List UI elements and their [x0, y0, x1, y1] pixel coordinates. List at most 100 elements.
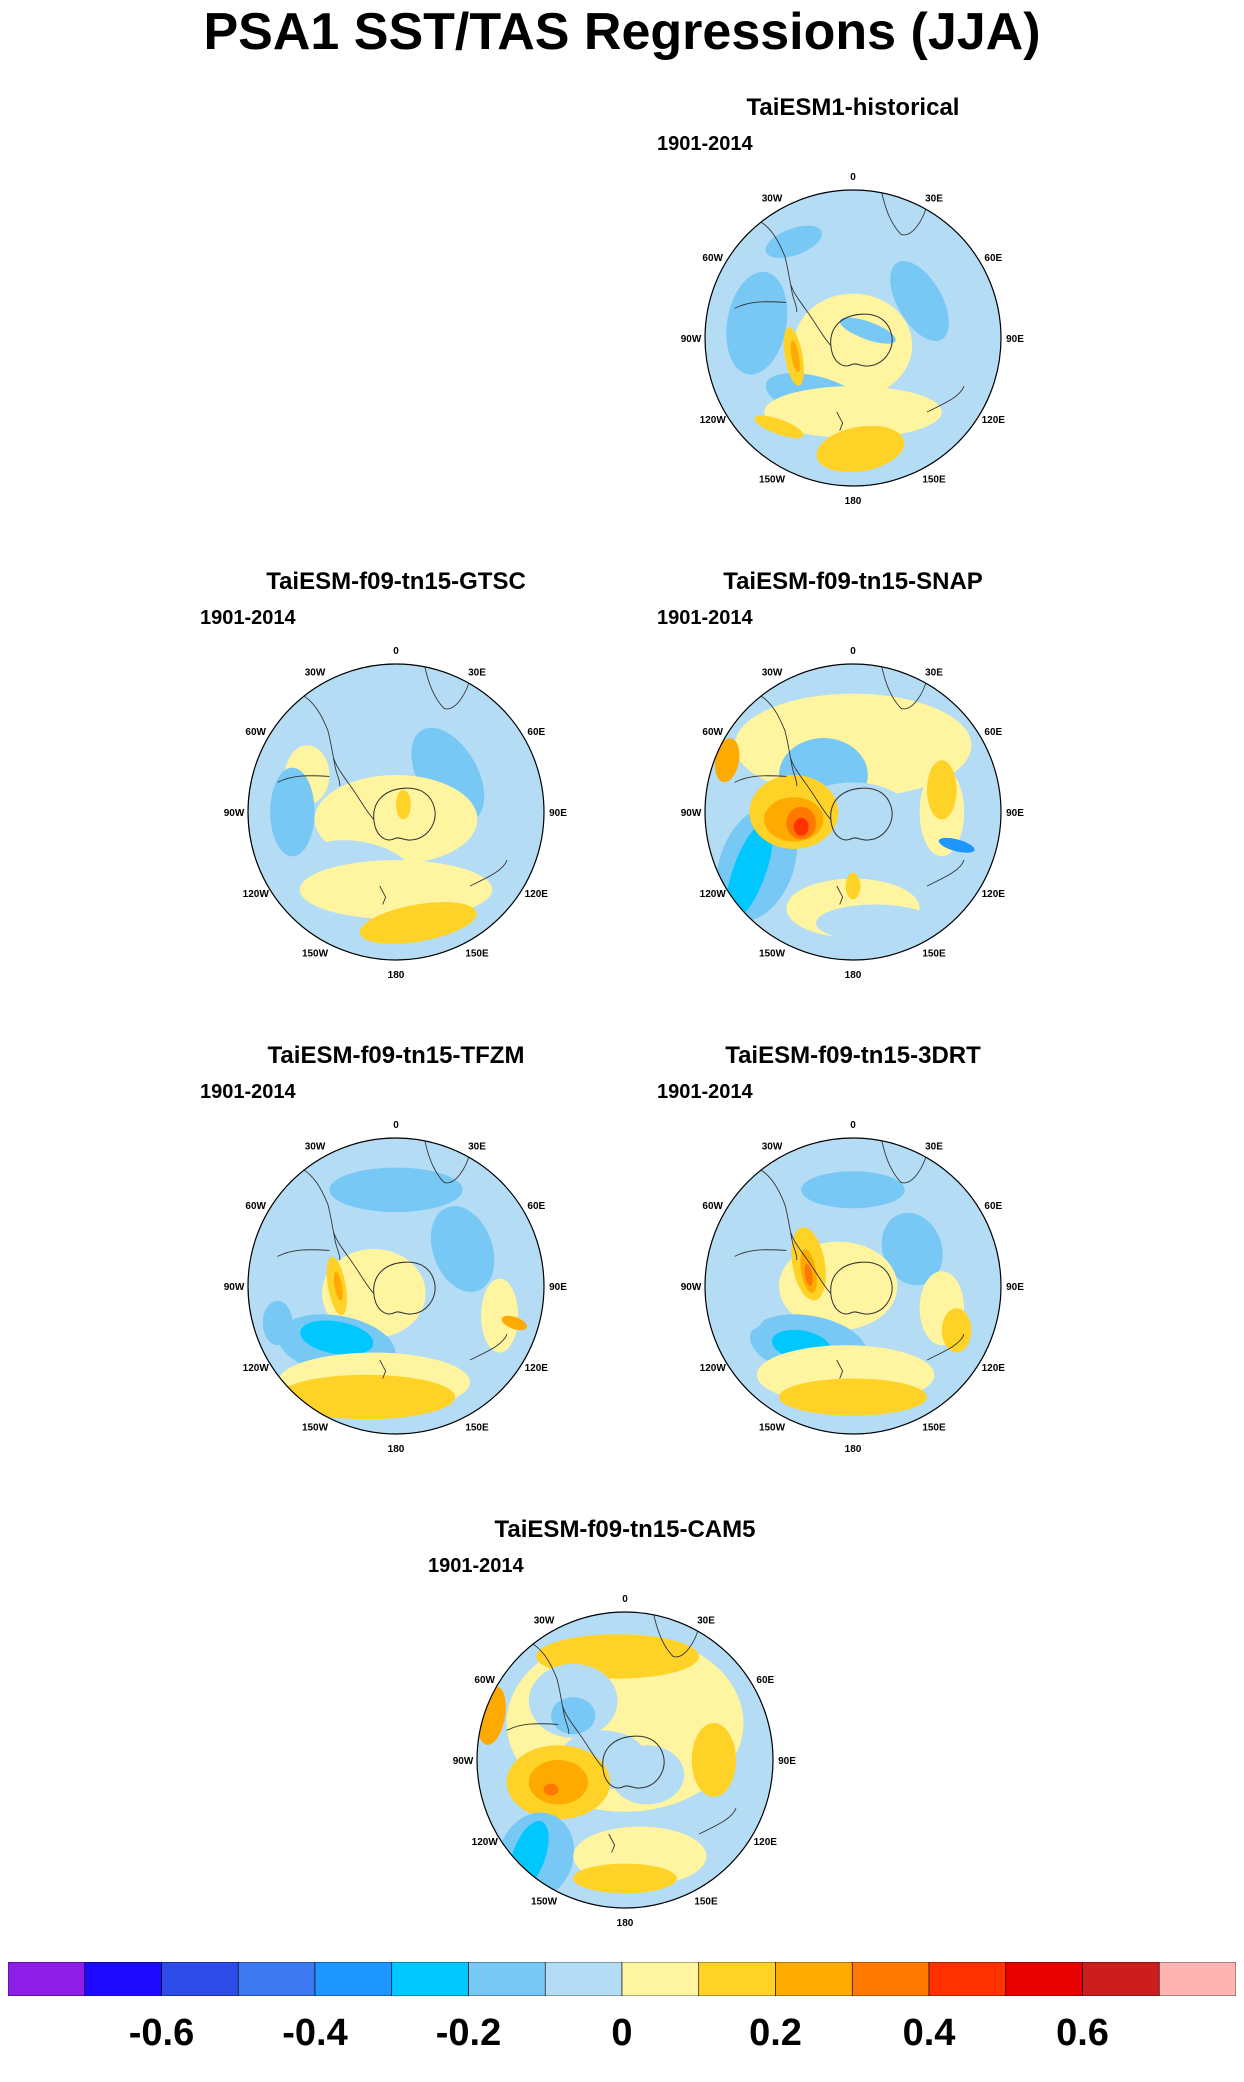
map-boundary: [704, 189, 1002, 487]
lon-label-180: 180: [617, 1918, 634, 1929]
lon-label-150W: 150W: [302, 948, 329, 959]
contour-region: [927, 760, 957, 820]
lon-label-90W: 90W: [453, 1756, 474, 1767]
contour-region: [277, 1374, 456, 1420]
lon-label-120E: 120E: [982, 889, 1006, 900]
contour-region: [890, 260, 949, 342]
map-boundary: [704, 663, 1002, 961]
panel-period-p1: 1901-2014: [657, 133, 753, 155]
lon-label-30E: 30E: [925, 194, 943, 205]
map-boundary: [704, 1137, 1002, 1435]
panel-title-p5: TaiESM-f09-tn15-3DRT: [725, 1042, 981, 1069]
colorbar: [8, 1962, 1236, 1996]
lon-label-120E: 120E: [982, 415, 1006, 426]
panel-period-p6: 1901-2014: [428, 1555, 524, 1577]
lon-label-60W: 60W: [702, 253, 723, 264]
lon-label-30W: 30W: [762, 668, 783, 679]
contour-region: [481, 1278, 519, 1353]
polar-map-p6: 0 30E 60E 90E 120E 150E 180 150W 120W 90W 60W 30W: [453, 1594, 797, 1929]
contour-region: [881, 1212, 943, 1286]
panel-period-p2: 1901-2014: [200, 607, 296, 629]
lon-label-150E: 150E: [922, 948, 946, 959]
panel-title-p2: TaiESM-f09-tn15-GTSC: [266, 568, 526, 595]
contour-region: [764, 386, 942, 438]
colorbar-label: 0.4: [902, 2012, 956, 2054]
colorbar-swatch: [237, 1962, 316, 1996]
lon-label-60W: 60W: [245, 1201, 266, 1212]
contour-region: [938, 837, 975, 853]
lon-label-0: 0: [393, 646, 399, 657]
lon-label-60W: 60W: [702, 727, 723, 738]
lon-label-0: 0: [850, 172, 856, 183]
contour-region: [765, 225, 822, 258]
contour-region: [845, 872, 861, 900]
lon-label-180: 180: [388, 970, 405, 981]
lon-label-60W: 60W: [245, 727, 266, 738]
lon-label-90E: 90E: [778, 1756, 796, 1767]
contour-region: [270, 767, 315, 857]
colorbar-swatch: [1005, 1962, 1083, 1996]
lon-label-150E: 150E: [694, 1896, 718, 1907]
colorbar-label: 0.6: [1056, 2012, 1109, 2054]
lon-label-30E: 30E: [468, 1142, 486, 1153]
lon-label-30E: 30E: [925, 1142, 943, 1153]
panel-title-p1: TaiESM1-historical: [746, 94, 960, 121]
lon-label-120E: 120E: [525, 1363, 549, 1374]
panel-period-p5: 1901-2014: [657, 1081, 753, 1103]
lon-label-120E: 120E: [525, 889, 549, 900]
lon-label-60E: 60E: [984, 1201, 1002, 1212]
polar-map-p1: 0 30E 60E 90E 120E 150E 180 150W 120W 90W 60W 30W: [681, 172, 1025, 507]
lon-label-30W: 30W: [305, 1142, 326, 1153]
panel-title-p4: TaiESM-f09-tn15-TFZM: [267, 1042, 525, 1069]
polar-map-p3: 0 30E 60E 90E 120E 150E 180 150W 120W 90W 60W 30W: [681, 646, 1025, 981]
contour-region: [300, 1320, 374, 1356]
lon-label-90E: 90E: [1006, 334, 1024, 345]
lon-label-180: 180: [845, 496, 862, 507]
lon-label-90W: 90W: [224, 1282, 245, 1293]
lon-label-150W: 150W: [302, 1422, 329, 1433]
lon-label-120W: 120W: [472, 1837, 499, 1848]
lon-label-30E: 30E: [697, 1616, 715, 1627]
lon-label-180: 180: [388, 1444, 405, 1455]
contour-region: [726, 271, 788, 375]
contour-region: [801, 1171, 905, 1209]
lon-label-150E: 150E: [465, 948, 489, 959]
lon-label-60E: 60E: [527, 727, 545, 738]
lon-label-30E: 30E: [925, 668, 943, 679]
lon-label-0: 0: [393, 1120, 399, 1131]
panel-period-p4: 1901-2014: [200, 1081, 296, 1103]
panel-title-p3: TaiESM-f09-tn15-SNAP: [723, 568, 983, 595]
contour-region: [501, 1315, 528, 1331]
lon-label-0: 0: [622, 1594, 628, 1605]
colorbar-label: -0.4: [282, 2012, 348, 2054]
colorbar-swatch: [8, 1962, 86, 1996]
lon-label-180: 180: [845, 1444, 862, 1455]
lon-label-90E: 90E: [549, 808, 567, 819]
contour-region: [816, 904, 935, 942]
contour-region: [839, 317, 896, 344]
lon-label-90W: 90W: [681, 334, 702, 345]
lon-label-90W: 90W: [224, 808, 245, 819]
lon-label-120W: 120W: [700, 889, 727, 900]
figure-title: PSA1 SST/TAS Regressions (JJA): [203, 3, 1041, 61]
lon-label-150W: 150W: [531, 1896, 558, 1907]
polar-map-p5: 0 30E 60E 90E 120E 150E 180 150W 120W 90W 60W 30W: [681, 1120, 1025, 1455]
colorbar-swatch: [314, 1962, 393, 1996]
contour-region: [359, 902, 477, 944]
colorbar-swatch: [468, 1962, 546, 1996]
lon-label-150W: 150W: [759, 1422, 786, 1433]
contour-region: [754, 415, 804, 439]
lon-label-60E: 60E: [984, 727, 1002, 738]
colorbar-swatch: [1082, 1962, 1160, 1996]
colorbar-swatch: [161, 1962, 239, 1996]
colorbar-swatch: [544, 1962, 623, 1996]
contour-region: [727, 1241, 772, 1331]
lon-label-30W: 30W: [534, 1616, 555, 1627]
contour-region: [430, 1206, 495, 1292]
contour-region: [691, 1723, 736, 1797]
lon-label-180: 180: [845, 970, 862, 981]
panel-title-p6: TaiESM-f09-tn15-CAM5: [494, 1516, 756, 1543]
contour-region: [804, 1263, 813, 1286]
map-boundary: [247, 1137, 545, 1435]
lon-label-120E: 120E: [982, 1363, 1006, 1374]
